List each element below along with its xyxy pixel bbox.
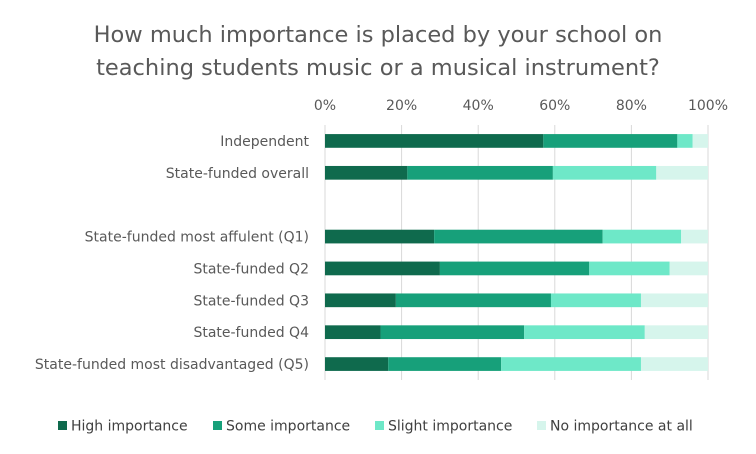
bar-segment	[380, 325, 525, 340]
bar-segment	[550, 293, 641, 308]
bar-segment	[640, 357, 708, 371]
x-tick-label: 80%	[616, 98, 647, 114]
category-label: State-funded Q3	[193, 293, 309, 309]
bar-segment	[644, 325, 708, 340]
bar-segment	[439, 261, 590, 276]
legend-label: High importance	[71, 419, 188, 435]
bar-segment	[325, 357, 389, 371]
legend-label: No importance at all	[550, 419, 693, 435]
bar-segment	[656, 165, 708, 180]
bar-segment	[589, 261, 670, 276]
legend-swatch	[537, 421, 546, 430]
legend-label: Slight importance	[388, 419, 512, 435]
x-tick-label: 40%	[463, 98, 494, 114]
legend-label: Some importance	[226, 419, 350, 435]
category-label: Independent	[220, 134, 309, 150]
bar-segment	[388, 357, 502, 371]
category-label: State-funded Q2	[193, 261, 309, 277]
bar-segment	[602, 229, 682, 244]
bar-segment	[325, 293, 396, 308]
bar-segment	[543, 134, 678, 148]
x-axis-ticks: 0% 20% 40% 60% 80% 100%	[314, 98, 728, 114]
bar-segment	[325, 325, 381, 340]
bar-segment	[681, 229, 708, 244]
bar-segment	[640, 293, 708, 308]
legend-swatch	[58, 421, 67, 430]
chart-title: How much importance is placed by your sc…	[94, 22, 663, 81]
bar-segment	[677, 134, 693, 148]
category-label: State-funded most disadvantaged (Q5)	[35, 357, 309, 373]
chart-title-line-1: How much importance is placed by your sc…	[94, 22, 663, 48]
legend: High importance Some importance Slight imp…	[58, 419, 693, 435]
legend-swatch	[375, 421, 384, 430]
bar-segment	[325, 261, 440, 276]
bar-segment	[501, 357, 641, 371]
chart-title-line-2: teaching students music or a musical ins…	[96, 55, 660, 81]
bar-segment	[395, 293, 551, 308]
category-labels: Independent State-funded overall State-fun…	[35, 134, 310, 373]
bar-segment	[434, 229, 603, 244]
category-label: State-funded Q4	[193, 325, 309, 341]
x-tick-label: 0%	[314, 98, 336, 114]
category-label: State-funded most affulent (Q1)	[85, 230, 309, 246]
x-tick-label: 100%	[688, 98, 728, 114]
bar-segment	[325, 134, 544, 148]
x-tick-label: 20%	[386, 98, 417, 114]
category-label: State-funded overall	[166, 166, 309, 182]
bar-segment	[692, 134, 708, 148]
bar-segment	[524, 325, 645, 340]
bar-segment	[552, 165, 657, 180]
bars	[325, 134, 708, 371]
bar-segment	[669, 261, 708, 276]
gridlines	[324, 125, 709, 380]
bar-segment	[407, 165, 553, 180]
x-tick-label: 60%	[539, 98, 570, 114]
bar-segment	[325, 165, 408, 180]
bar-segment	[325, 229, 435, 244]
legend-swatch	[213, 421, 222, 430]
